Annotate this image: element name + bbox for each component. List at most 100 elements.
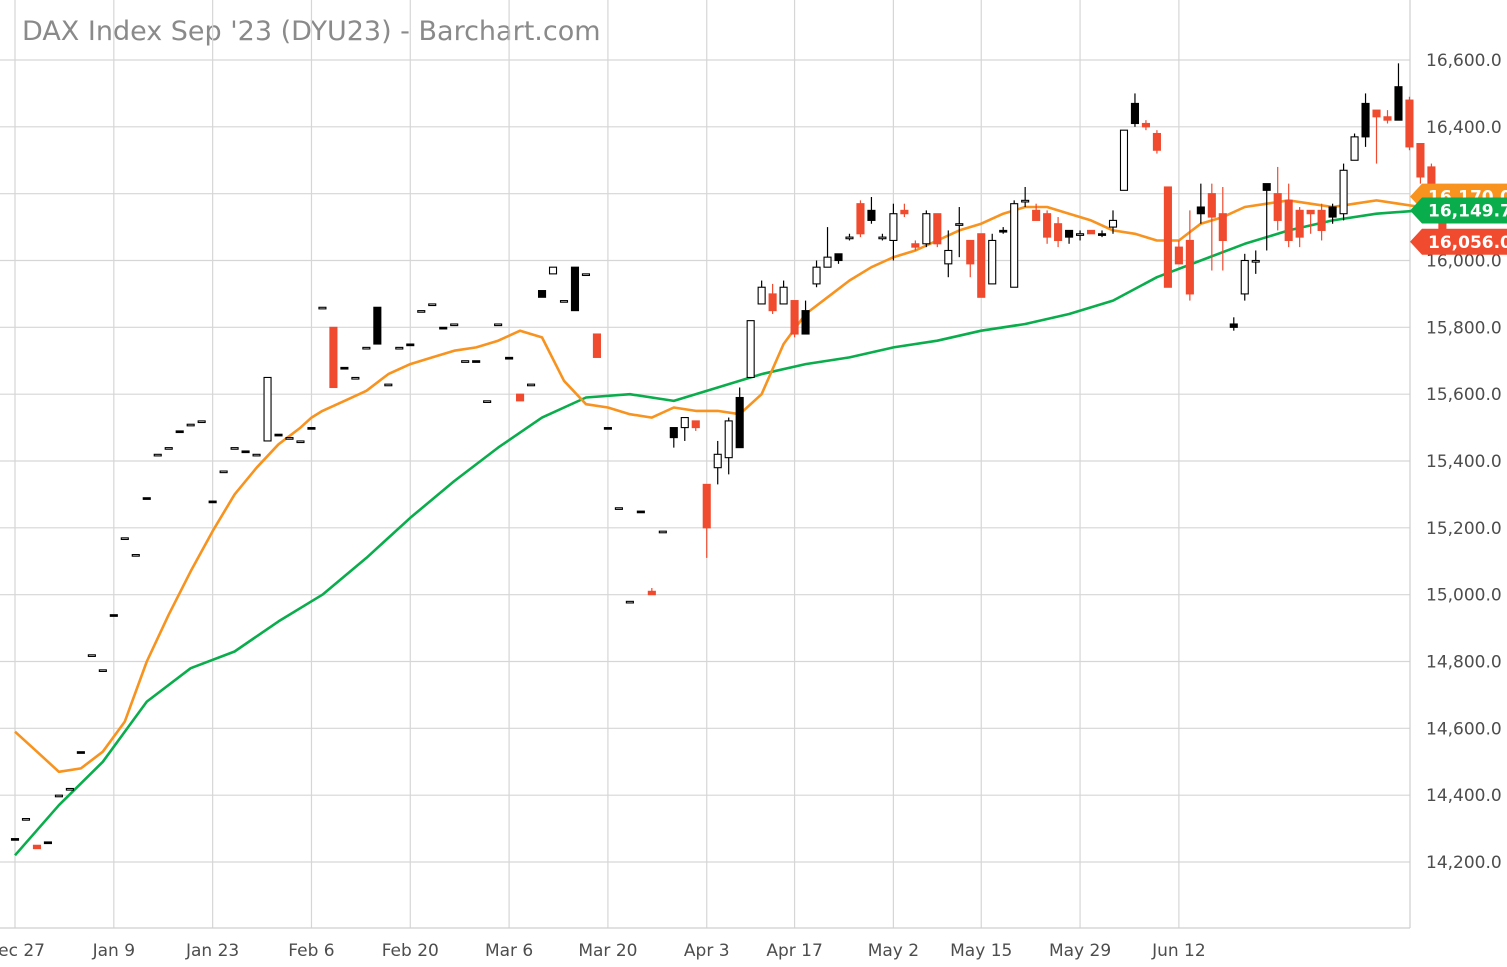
candle-body <box>944 249 953 265</box>
candle-body <box>362 346 371 350</box>
x-tick-label: May 29 <box>1049 941 1111 961</box>
candle <box>570 266 580 312</box>
candle <box>362 346 371 350</box>
candle <box>878 233 887 241</box>
candle-body <box>65 787 74 791</box>
candle-body <box>845 236 854 240</box>
candle-body <box>472 360 481 363</box>
candle-body <box>669 427 678 439</box>
candle <box>164 447 173 450</box>
candle-body <box>1141 122 1150 128</box>
chart-grid <box>0 0 1411 929</box>
y-tick-label: 15,600.0 <box>1426 385 1502 405</box>
candle <box>779 280 788 305</box>
candle <box>197 420 206 424</box>
candle <box>658 530 667 534</box>
candle-body <box>406 343 415 347</box>
candle <box>966 239 975 278</box>
candle-body <box>559 300 569 303</box>
candle-body <box>1328 206 1337 218</box>
candle-body <box>933 213 942 245</box>
candle-body <box>966 239 975 265</box>
candle-body <box>1383 116 1392 121</box>
candle-body <box>647 590 656 596</box>
y-tick-label: 16,400.0 <box>1426 118 1502 138</box>
x-tick-label: Mar 20 <box>578 941 637 961</box>
candle-body <box>175 430 184 434</box>
candle-body <box>856 203 865 235</box>
last-price-tag: 16,056.0 <box>1410 228 1507 255</box>
candle-body <box>1097 233 1107 236</box>
candle <box>417 310 426 313</box>
candle <box>702 483 711 558</box>
candle <box>790 300 799 338</box>
candle-body <box>1086 229 1096 235</box>
candle-body <box>428 303 437 307</box>
candle <box>494 323 503 327</box>
candle <box>296 440 305 444</box>
candle-body <box>548 266 558 275</box>
candle-body <box>1350 136 1359 161</box>
candle-body <box>219 470 228 474</box>
candle <box>307 427 316 430</box>
candle-body <box>1196 206 1205 215</box>
candle <box>373 306 382 345</box>
candle-body <box>1054 223 1063 242</box>
candle <box>867 197 876 224</box>
candle-body <box>757 286 766 305</box>
candle-body <box>603 427 612 430</box>
candle <box>87 654 96 657</box>
candle <box>746 320 755 379</box>
candle <box>669 427 678 448</box>
candle <box>680 417 689 441</box>
x-tick-label: Apr 3 <box>684 941 730 961</box>
candle-body <box>1372 109 1381 118</box>
candle <box>603 427 612 430</box>
candle <box>955 207 964 258</box>
candle <box>999 227 1008 234</box>
ma-slow-line <box>14 209 1443 857</box>
candle <box>768 283 777 314</box>
candle-body <box>1163 186 1172 288</box>
candlestick-series <box>10 63 1447 850</box>
price-tags: 16,170.016,149.716,056.0 <box>1410 183 1507 255</box>
candle-body <box>570 266 580 312</box>
candle <box>1361 93 1370 147</box>
candle-body <box>878 236 887 240</box>
y-tick-label: 14,800.0 <box>1426 653 1502 673</box>
candle-body <box>384 383 393 387</box>
candle <box>1240 253 1249 301</box>
candle <box>647 587 656 596</box>
y-tick-label: 14,600.0 <box>1426 719 1502 739</box>
candle <box>76 751 85 754</box>
ma-slow-tag-shape <box>1410 197 1507 224</box>
candle-body <box>834 253 843 262</box>
ma-slow-tag: 16,149.7 <box>1410 197 1507 224</box>
candle-body <box>87 654 96 657</box>
candle <box>285 437 294 440</box>
candle <box>1262 183 1271 251</box>
candle <box>757 280 766 305</box>
candle <box>1185 210 1194 301</box>
candle <box>142 497 151 500</box>
candle <box>461 360 470 363</box>
candle-body <box>768 293 777 312</box>
candle-body <box>1021 199 1030 203</box>
candle <box>812 260 821 288</box>
candle <box>1339 163 1348 221</box>
candle-body <box>889 213 898 241</box>
candle <box>340 366 349 370</box>
candle <box>625 600 634 604</box>
candle-body <box>1394 86 1403 121</box>
x-tick-label: Jan 9 <box>92 941 135 961</box>
candle-body <box>208 500 217 504</box>
candle <box>1383 110 1392 124</box>
candle-body <box>823 256 832 268</box>
candle <box>230 447 239 450</box>
y-tick-label: 15,000.0 <box>1426 586 1502 606</box>
candle-body <box>1284 199 1293 242</box>
candle <box>241 450 250 454</box>
candle-body <box>680 417 689 429</box>
candle <box>428 303 437 307</box>
